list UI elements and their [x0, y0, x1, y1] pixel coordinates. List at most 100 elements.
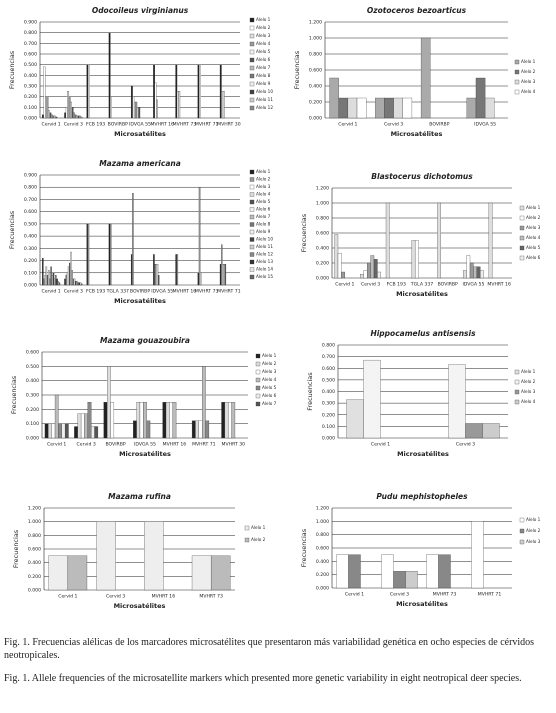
y-tick-label: 1.200: [309, 20, 322, 26]
legend-swatch: [249, 25, 255, 31]
x-tick-label: MVHRT 16: [152, 594, 176, 600]
legend-swatch: [519, 539, 525, 545]
y-axis-label: Frecuencias: [306, 372, 314, 411]
y-axis-label: Frecuencias: [12, 529, 20, 568]
y-tick-label: 0.700: [24, 197, 37, 203]
y-tick-label: 0.600: [316, 231, 329, 237]
bar: [373, 259, 378, 279]
x-tick-label: IDVGA 55: [462, 282, 484, 288]
bar: [54, 394, 59, 439]
bar: [426, 554, 439, 589]
bar: [80, 413, 85, 439]
bar: [55, 275, 57, 286]
bar: [175, 254, 177, 286]
bar: [74, 114, 77, 119]
legend-label: Alelo 1: [521, 369, 536, 374]
bar: [77, 413, 82, 439]
bar: [74, 426, 78, 439]
y-tick-label: 0.600: [309, 68, 322, 74]
bar: [132, 96, 135, 119]
legend-label: Alelo 9: [256, 229, 271, 234]
y-tick-label: 0.400: [24, 73, 37, 79]
x-tick-label: MVHRT 73: [199, 594, 223, 600]
bar: [175, 64, 178, 119]
caption-es: Fig. 1. Frecuencias alélicas de los marc…: [4, 637, 535, 661]
legend-label: Alelo 5: [526, 245, 541, 250]
bar: [71, 107, 74, 119]
bar: [420, 37, 431, 119]
legend-label: Alelo 15: [256, 274, 273, 279]
bar: [221, 402, 226, 439]
x-tick-label: MVHRT 71: [192, 442, 216, 448]
bar: [156, 264, 159, 286]
legend-swatch: [249, 192, 255, 197]
legend-swatch: [249, 259, 255, 265]
y-tick-label: 0.800: [24, 30, 37, 36]
bar: [80, 116, 83, 119]
bar: [79, 282, 82, 286]
x-tick-label: IDVGA 55: [134, 442, 156, 448]
x-tick-label: BOVIRBP: [105, 442, 125, 448]
y-tick-label: 0.800: [28, 533, 41, 539]
bar: [44, 423, 49, 439]
x-tick-label: IDVGA 55: [474, 122, 496, 128]
legend-swatch: [249, 252, 255, 257]
bar: [47, 270, 50, 286]
bar: [50, 266, 52, 286]
legend-swatch: [249, 105, 255, 111]
x-axis-label: Microsatélites: [396, 290, 448, 298]
bar: [65, 275, 67, 286]
x-tick-label: Cervid 1: [58, 594, 77, 600]
legend-label: Alelo 4: [262, 377, 277, 382]
x-tick-label: MVHRT 30: [217, 122, 241, 128]
bar: [136, 107, 139, 119]
legend-label: Alelo 4: [256, 192, 271, 197]
legend-swatch: [249, 244, 255, 250]
legend-label: Alelo 3: [526, 539, 541, 544]
bar: [51, 423, 56, 439]
x-tick-label: MVHRT 30: [222, 442, 246, 448]
bar: [155, 264, 158, 286]
x-tick-label: TGLA 337: [410, 282, 433, 288]
legend-swatch: [249, 57, 255, 63]
bar: [366, 262, 371, 279]
y-tick-label: 0.000: [24, 283, 37, 289]
bar: [71, 270, 73, 286]
y-tick-label: 0.400: [28, 560, 41, 566]
y-tick-label: 0.800: [322, 343, 335, 349]
bar: [191, 555, 212, 591]
legend-swatch: [249, 207, 255, 212]
legend-swatch: [249, 73, 255, 79]
bar: [80, 283, 83, 286]
y-tick-label: 0.400: [26, 378, 39, 384]
x-tick-label: MVHRT 73: [173, 122, 197, 128]
y-tick-label: 0.600: [24, 52, 37, 58]
bar: [64, 423, 69, 439]
x-tick-label: Cervid 1: [42, 122, 61, 128]
legend-swatch: [514, 79, 520, 85]
y-tick-label: 0.200: [28, 574, 41, 580]
legend-label: Alelo 10: [256, 89, 273, 94]
legend-label: Alelo 5: [256, 199, 271, 204]
bar: [64, 278, 66, 286]
x-tick-label: FCB 193: [86, 289, 105, 295]
y-tick-label: 0.600: [26, 350, 39, 356]
legend-swatch: [519, 528, 525, 534]
y-tick-label: 0.400: [309, 84, 322, 90]
x-axis-label: Microsatélites: [397, 450, 449, 458]
y-tick-label: 0.000: [309, 116, 322, 122]
x-tick-label: Cervid 1: [42, 289, 61, 295]
legend-label: Alelo 14: [256, 267, 273, 272]
bar: [109, 223, 112, 286]
legend-label: Alelo 8: [256, 222, 271, 227]
bar: [86, 64, 89, 119]
bar: [360, 274, 364, 279]
legend-label: Alelo 6: [526, 255, 541, 260]
bar: [48, 555, 69, 591]
legend-label: Alelo 3: [256, 184, 271, 189]
bar: [347, 97, 358, 119]
x-tick-label: Cervid 3: [456, 442, 475, 448]
bar: [133, 101, 136, 119]
caption-en: Fig. 1. Allele frequencies of the micros…: [4, 673, 522, 684]
x-axis-label: Microsatélites: [114, 297, 166, 305]
